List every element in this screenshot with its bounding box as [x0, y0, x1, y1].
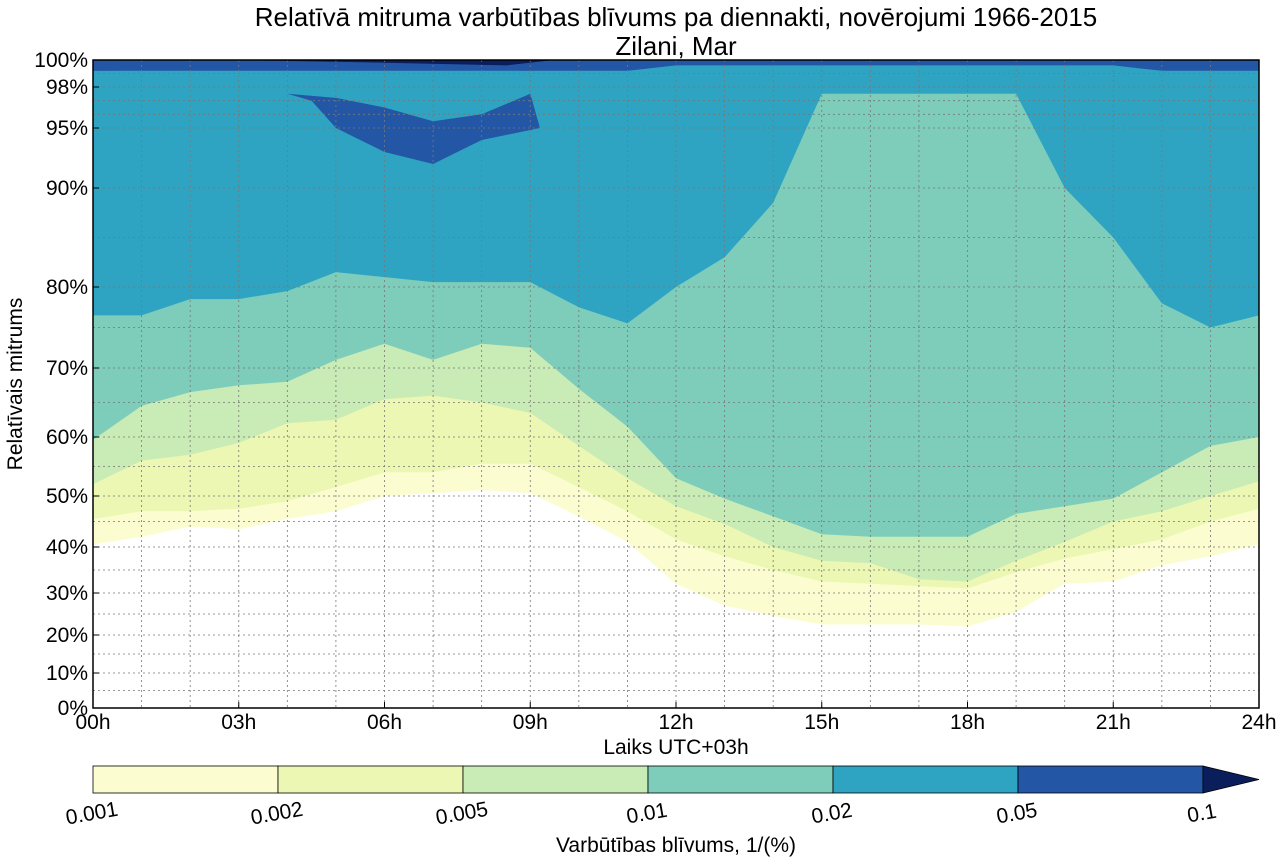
- colorbar-segment: [832, 765, 1019, 794]
- colorbar-segment: [1017, 765, 1204, 794]
- colorbar-tick-label: 0.01: [625, 799, 669, 829]
- x-tick-label: 21h: [1096, 711, 1131, 734]
- y-tick-label: 60%: [46, 426, 88, 449]
- x-tick-label: 18h: [950, 711, 985, 734]
- y-tick-label: 30%: [46, 582, 88, 605]
- y-axis-label: Relatīvais mitrums: [4, 298, 27, 471]
- y-tick-label: 95%: [46, 117, 88, 140]
- band-0.05-morning-core: [287, 93, 540, 164]
- grid: [93, 60, 1259, 708]
- colorbar-tick-label: 0.02: [810, 799, 854, 829]
- y-tick-label: 70%: [46, 357, 88, 380]
- colorbar-tick-label: 0.002: [249, 798, 305, 830]
- x-axis-ticks: 00h 03h 06h 09h 12h 15h 18h 21h 24h: [75, 702, 1277, 734]
- y-tick-label: 20%: [46, 624, 88, 647]
- colorbar: 0.001 0.002 0.005 0.01 0.02 0.05 0.1: [64, 765, 1260, 830]
- plot-area: 00h 03h 06h 09h 12h 15h 18h 21h 24h 0% 10% 20% 30% 4…: [34, 49, 1276, 734]
- x-tick-label: 00h: [75, 711, 110, 734]
- colorbar-segment: [462, 765, 649, 794]
- y-tick-label: 40%: [46, 536, 88, 559]
- x-tick-label: 03h: [221, 711, 256, 734]
- y-tick-label: 100%: [34, 49, 88, 72]
- x-tick-label: 15h: [804, 711, 839, 734]
- band-0.1-core: [229, 60, 555, 66]
- y-tick-label: 10%: [46, 662, 88, 685]
- colorbar-tick-label: 0.005: [434, 798, 490, 830]
- colorbar-tick-label: 0.05: [995, 799, 1039, 829]
- x-tick-label: 12h: [658, 711, 693, 734]
- colorbar-tick-label: 0.001: [64, 798, 120, 830]
- x-tick-label: 09h: [513, 711, 548, 734]
- colorbar-label: Varbūtības blīvums, 1/(%): [556, 834, 796, 857]
- colorbar-tick-label: 0.1: [1185, 800, 1218, 828]
- colorbar-segment: [92, 765, 279, 794]
- y-tick-label: 0%: [58, 697, 88, 720]
- colorbar-extend-arrow: [1202, 765, 1260, 794]
- y-tick-label: 80%: [46, 276, 88, 299]
- x-axis-label: Laiks UTC+03h: [603, 736, 748, 759]
- colorbar-segment: [647, 765, 834, 794]
- y-tick-label: 50%: [46, 485, 88, 508]
- colorbar-segment: [277, 765, 464, 794]
- x-tick-label: 06h: [367, 711, 402, 734]
- chart-title: Relatīvā mitruma varbūtības blīvums pa d…: [255, 2, 1098, 32]
- chart-subtitle: Zilani, Mar: [615, 31, 737, 61]
- y-axis-ticks: 0% 10% 20% 30% 40% 50% 60% 70% 80% 90% 95% 98% 100%: [34, 49, 99, 720]
- y-tick-label: 98%: [46, 76, 88, 99]
- y-tick-label: 90%: [46, 177, 88, 200]
- x-tick-label: 24h: [1241, 711, 1276, 734]
